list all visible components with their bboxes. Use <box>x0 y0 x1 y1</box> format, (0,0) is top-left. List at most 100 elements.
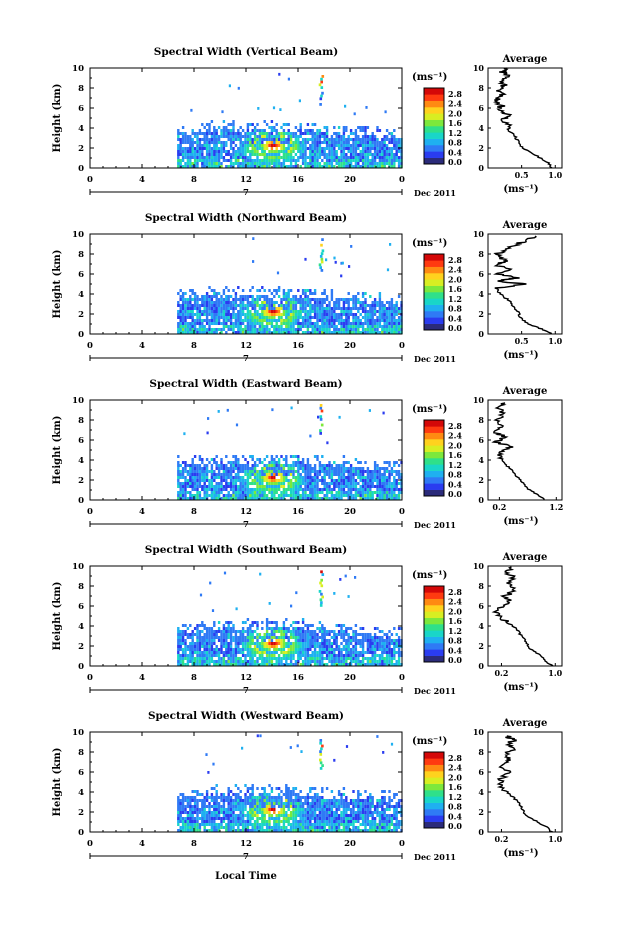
heatmap-cell <box>347 316 350 319</box>
heatmap-cell <box>361 328 365 331</box>
heatmap-cell <box>306 627 310 630</box>
heatmap-cell <box>373 328 377 331</box>
heatmap-cell <box>205 793 209 796</box>
heatmap-cell <box>189 301 192 304</box>
heatmap-cell <box>215 298 218 301</box>
heatmap-cell <box>369 295 372 298</box>
colorbar-segment <box>424 458 444 465</box>
heatmap-cell <box>285 292 288 295</box>
heatmap-cell <box>263 135 266 138</box>
heatmap-cell <box>313 147 317 150</box>
heatmap-cell <box>181 630 185 633</box>
heatmap-cell <box>340 319 343 322</box>
colorbar-segment <box>424 451 444 459</box>
heatmap-cell <box>340 141 343 144</box>
heatmap-cell <box>270 482 274 485</box>
heatmap-cell <box>241 162 245 165</box>
heatmap-cell <box>268 153 271 156</box>
heatmap-cell <box>263 651 266 654</box>
heatmap-cell <box>232 153 235 156</box>
heatmap-cell <box>383 150 386 153</box>
heatmap-cell <box>273 645 276 648</box>
heatmap-cell <box>246 304 250 307</box>
heatmap-cell <box>354 497 358 500</box>
heatmap-cell <box>297 654 300 657</box>
heatmap-cell <box>193 476 197 479</box>
heatmap-cell <box>265 633 269 636</box>
heatmap-cell <box>213 648 216 651</box>
heatmap-cell <box>225 645 228 648</box>
heatmap-cell <box>181 132 185 135</box>
heatmap-cell <box>371 156 374 159</box>
heatmap-cell <box>280 473 283 476</box>
heatmap-cell <box>280 648 283 651</box>
heatmap-cell <box>357 461 360 464</box>
heatmap-cell <box>330 660 334 663</box>
heatmap-cell <box>301 627 305 630</box>
heatmap-cell <box>313 464 317 467</box>
heatmap-cell <box>313 630 317 633</box>
heatmap-cell <box>309 464 312 467</box>
heatmap-cell <box>198 624 202 627</box>
x-tick-label: 20 <box>344 673 356 683</box>
heatmap-cell <box>309 153 312 156</box>
heatmap-cell <box>193 657 197 660</box>
heatmap-cell <box>261 147 264 150</box>
heatmap-cell <box>215 141 218 144</box>
heatmap-cell <box>373 165 377 168</box>
heatmap-cell <box>201 642 204 645</box>
heatmap-cell <box>189 162 192 165</box>
heatmap-cell <box>193 651 197 654</box>
heatmap-cell <box>179 159 182 162</box>
heatmap-cell <box>304 313 307 316</box>
heatmap-cell <box>287 648 290 651</box>
heatmap-cell <box>373 141 377 144</box>
heatmap-cell <box>289 159 293 162</box>
heatmap-cell <box>181 657 185 660</box>
heatmap-cell <box>364 147 367 150</box>
heatmap-cell <box>393 494 396 497</box>
heatmap-cell <box>383 485 386 488</box>
heatmap-cell <box>393 165 396 168</box>
heatmap-cell <box>316 307 319 310</box>
heatmap-cell <box>203 135 206 138</box>
heatmap-cell <box>313 639 317 642</box>
heatmap-cell <box>381 488 384 491</box>
heatmap-cell <box>333 497 336 500</box>
heatmap-cell <box>179 630 182 633</box>
heatmap-cell <box>335 298 338 301</box>
heatmap-cell <box>220 473 223 476</box>
heatmap-cell <box>232 141 235 144</box>
heatmap-cell <box>371 165 374 168</box>
heatmap-cell <box>342 132 346 135</box>
heatmap-cell <box>333 313 336 316</box>
heatmap-cell <box>328 497 331 500</box>
heatmap-cell <box>268 162 271 165</box>
heatmap-cell <box>265 624 269 627</box>
heatmap-cell <box>361 295 365 298</box>
heatmap-cell <box>361 310 365 313</box>
heatmap-cell <box>220 479 223 482</box>
heatmap-cell <box>277 636 281 639</box>
x-tick-label: 0 <box>87 341 93 351</box>
heatmap-cell <box>261 150 264 153</box>
heatmap-cell <box>337 301 341 304</box>
heatmap-cell <box>196 135 199 138</box>
heatmap-cell <box>299 473 302 476</box>
heatmap-cell <box>383 147 386 150</box>
heatmap-cell <box>239 150 242 153</box>
heatmap-cell <box>181 295 185 298</box>
heatmap-cell <box>352 633 355 636</box>
heatmap-cell <box>217 467 221 470</box>
heatmap-cell <box>249 636 252 639</box>
heatmap-cell <box>316 144 319 147</box>
average-y-tick-label: 0 <box>478 329 484 339</box>
heatmap-cell <box>395 150 398 153</box>
heatmap-cell <box>299 639 302 642</box>
heatmap-cell <box>181 316 185 319</box>
heatmap-cell <box>359 467 362 470</box>
heatmap-cell <box>270 129 274 132</box>
heatmap-cell <box>376 141 379 144</box>
heatmap-cell <box>323 651 326 654</box>
heatmap-cell <box>184 467 187 470</box>
